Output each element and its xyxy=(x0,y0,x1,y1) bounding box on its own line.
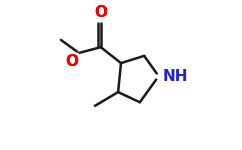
Text: O: O xyxy=(65,54,78,69)
Text: O: O xyxy=(94,5,107,20)
Text: O: O xyxy=(94,5,107,20)
Text: O: O xyxy=(94,5,107,20)
Text: O: O xyxy=(65,54,78,69)
Text: O: O xyxy=(65,54,78,69)
Text: NH: NH xyxy=(162,69,188,84)
